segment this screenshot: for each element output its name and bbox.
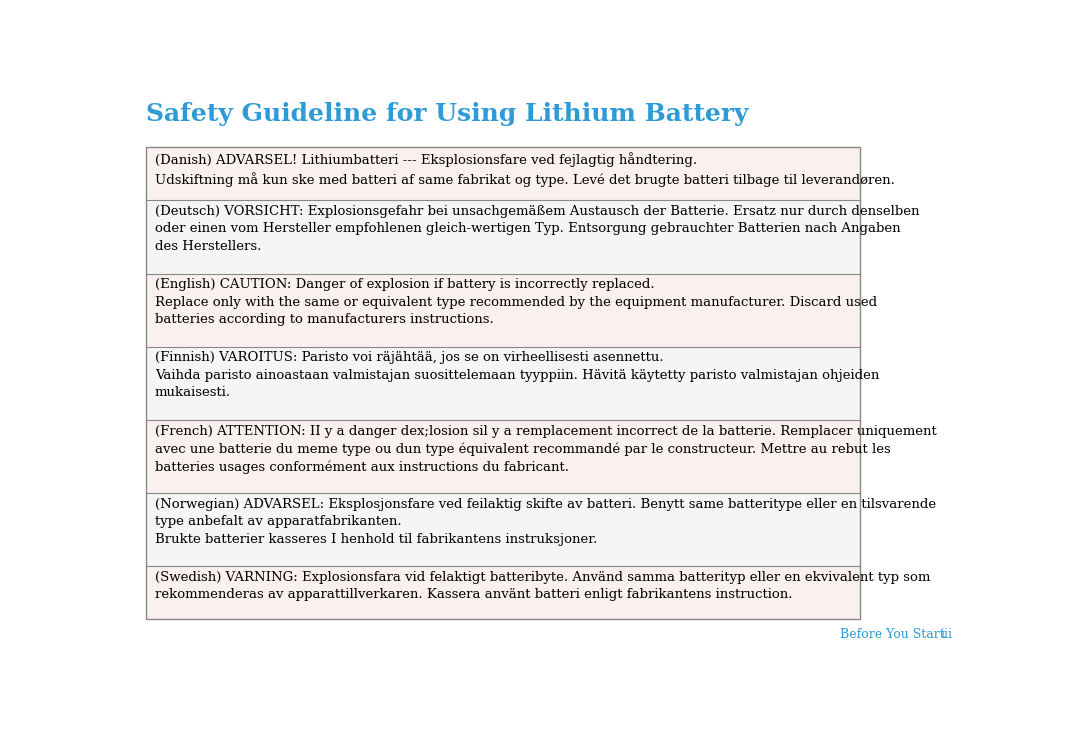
Text: (Swedish) VARNING: Explosionsfara vid felaktigt batteribyte. Använd samma batter: (Swedish) VARNING: Explosionsfara vid fe…: [155, 571, 931, 601]
Text: (French) ATTENTION: II y a danger dex;losion sil y a remplacement incorrect de l: (French) ATTENTION: II y a danger dex;lo…: [155, 424, 936, 474]
Bar: [146, 420, 859, 493]
Text: (Norwegian) ADVARSEL: Eksplosjonsfare ved feilaktig skifte av batteri. Benytt sa: (Norwegian) ADVARSEL: Eksplosjonsfare ve…: [155, 498, 936, 546]
Bar: [146, 148, 859, 200]
Text: (English) CAUTION: Danger of explosion if battery is incorrectly replaced.
Repla: (English) CAUTION: Danger of explosion i…: [155, 278, 877, 326]
Bar: [146, 567, 859, 619]
Text: (Finnish) VAROITUS: Paristo voi räjähtää, jos se on virheellisesti asennettu.
Va: (Finnish) VAROITUS: Paristo voi räjähtää…: [155, 352, 879, 399]
Bar: [146, 200, 859, 274]
Text: Before You Start: Before You Start: [840, 628, 945, 641]
Bar: [146, 148, 859, 619]
Text: (Danish) ADVARSEL! Lithiumbatteri --- Eksplosionsfare ved fejlagtig håndtering.
: (Danish) ADVARSEL! Lithiumbatteri --- Ek…: [155, 152, 895, 187]
Text: Safety Guideline for Using Lithium Battery: Safety Guideline for Using Lithium Batte…: [146, 102, 749, 126]
Text: (Deutsch) VORSICHT: Explosionsgefahr bei unsachgemäßem Austausch der Batterie. E: (Deutsch) VORSICHT: Explosionsgefahr bei…: [155, 205, 919, 252]
Bar: [146, 346, 859, 420]
Text: iii: iii: [940, 628, 952, 641]
Bar: [146, 493, 859, 567]
Bar: [146, 274, 859, 346]
